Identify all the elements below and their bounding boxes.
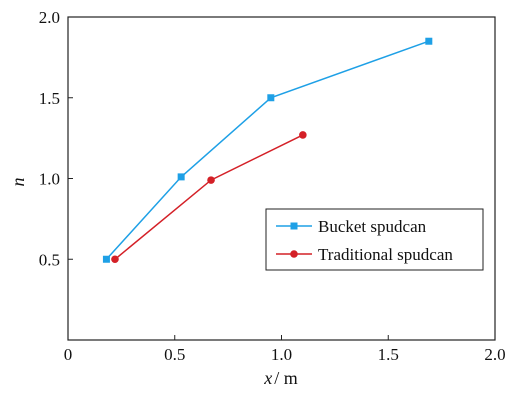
- y-tick-label: 1.0: [39, 170, 60, 189]
- data-point-traditional: [299, 131, 307, 139]
- x-axis-label: x: [263, 368, 272, 388]
- x-tick-label: 0: [64, 345, 73, 364]
- y-tick-label: 0.5: [39, 250, 60, 269]
- data-point-traditional: [207, 176, 215, 184]
- x-tick-label: 1.0: [271, 345, 292, 364]
- y-axis-label: n: [8, 178, 28, 187]
- legend-marker-bucket: [290, 222, 298, 230]
- x-tick-label: 0.5: [164, 345, 185, 364]
- data-point-bucket: [102, 255, 110, 263]
- series-layer: [102, 37, 433, 264]
- x-tick-label: 1.5: [378, 345, 399, 364]
- data-point-bucket: [425, 37, 433, 45]
- legend-label-bucket: Bucket spudcan: [318, 217, 427, 236]
- x-tick-label: 2.0: [484, 345, 505, 364]
- legend-box: [265, 208, 484, 271]
- x-axis-title: x / m: [263, 368, 298, 388]
- y-tick-label: 1.5: [39, 89, 60, 108]
- legend-marker-traditional: [290, 250, 298, 258]
- x-axis-unit: / m: [274, 368, 298, 388]
- data-point-bucket: [177, 173, 185, 181]
- ticks-layer: 0 0.5 1.0 1.5 2.0 0.5 1.0 1.5 2.0: [39, 8, 506, 364]
- legend: Bucket spudcan Traditional spudcan: [265, 208, 484, 271]
- data-point-bucket: [267, 94, 275, 102]
- data-point-traditional: [111, 255, 119, 264]
- plot-frame: [67, 16, 496, 341]
- series-line-bucket: [105, 40, 430, 260]
- legend-label-traditional: Traditional spudcan: [318, 245, 453, 264]
- y-tick-label: 2.0: [39, 8, 60, 27]
